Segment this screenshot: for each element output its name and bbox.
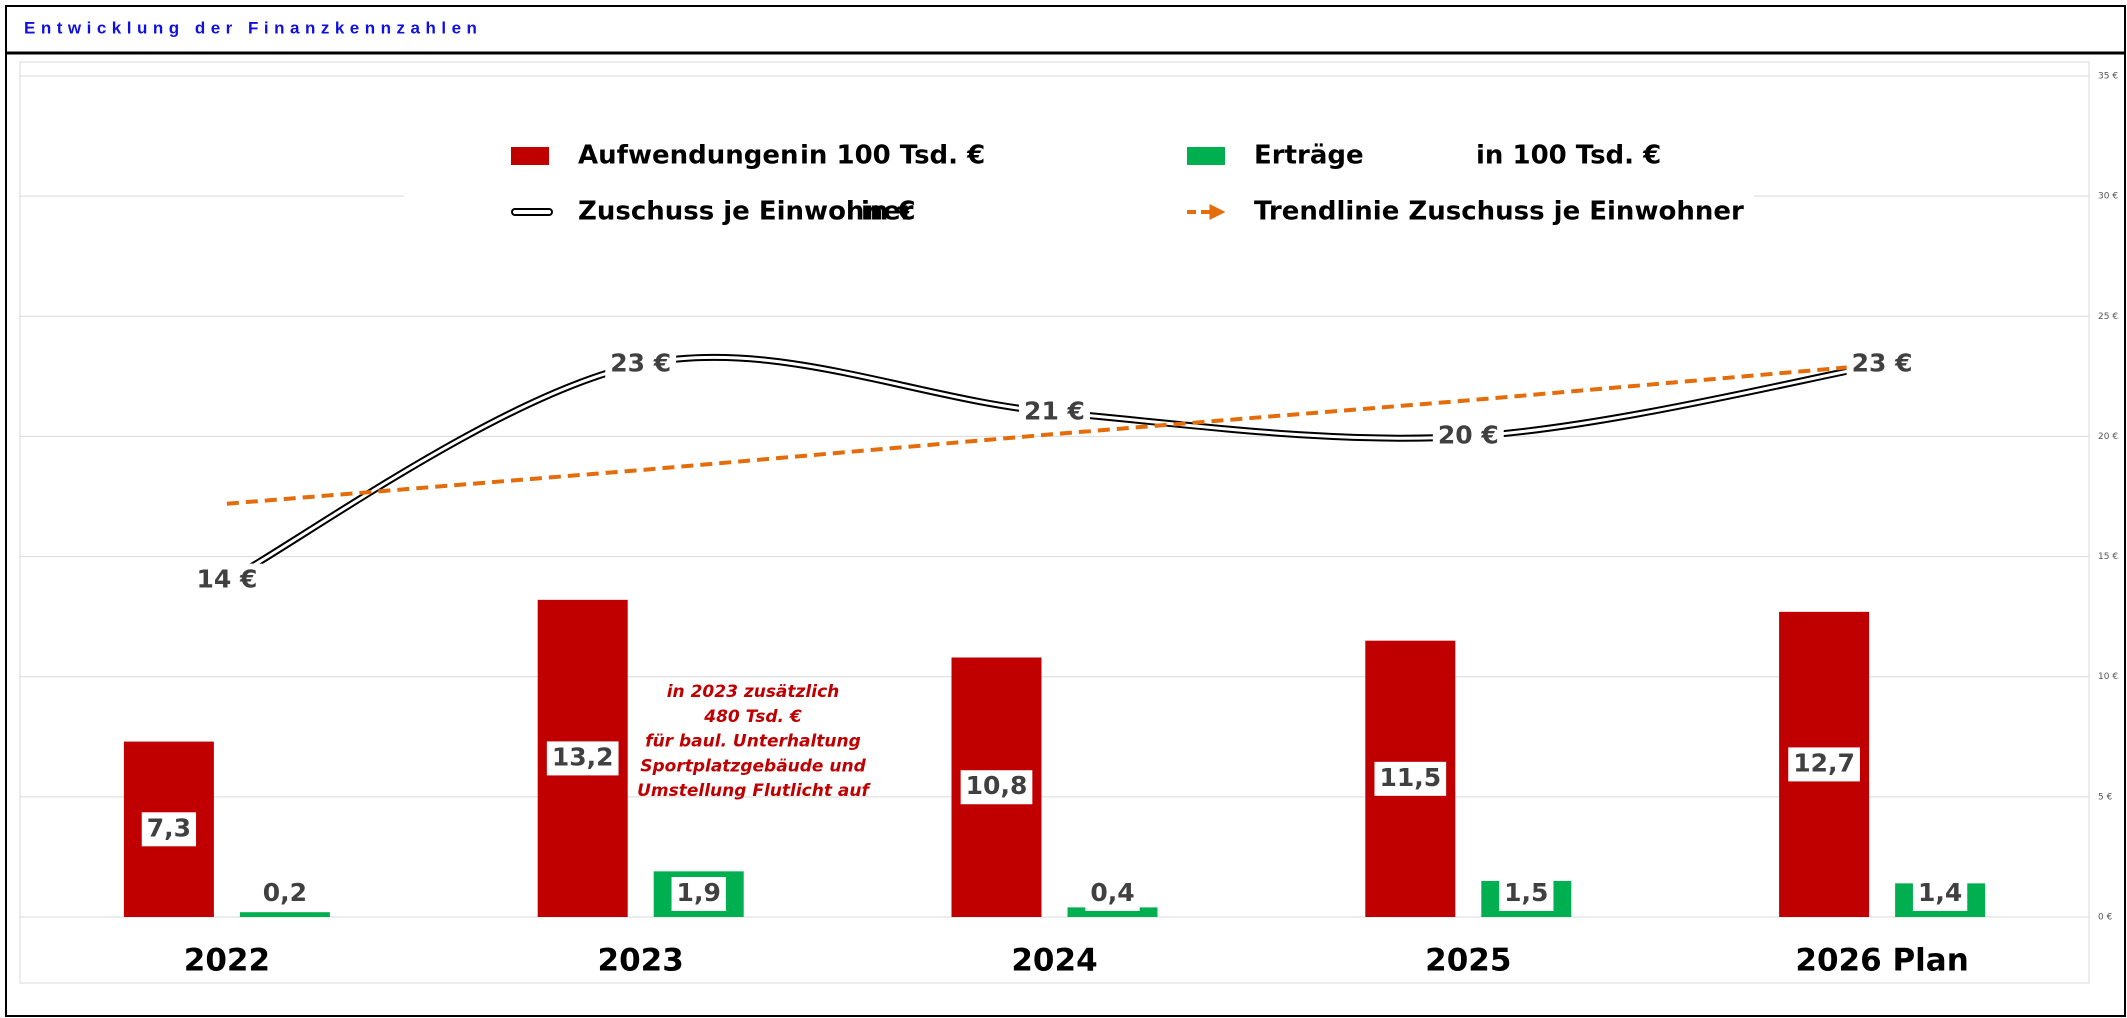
- legend-label: Aufwendungen: [578, 141, 799, 171]
- x-tick-label: 2026 Plan: [1795, 943, 1968, 979]
- x-tick-label: 2023: [598, 943, 684, 979]
- y-tick-label: 10 €: [2098, 672, 2118, 682]
- y-tick-label: 5 €: [2098, 792, 2113, 802]
- data-label-group: 20 €: [1432, 419, 1504, 454]
- data-label: 0,2: [263, 878, 307, 907]
- data-label-group: 11,5: [1374, 761, 1447, 796]
- legend-unit: in €: [861, 197, 916, 227]
- bar: [1067, 907, 1158, 917]
- data-label-bg: [605, 347, 677, 382]
- annotation: Umstellung Flutlicht auf: [637, 781, 871, 801]
- data-label: 1,9: [677, 878, 721, 907]
- x-tick-label: 2024: [1011, 943, 1097, 979]
- bar: [239, 912, 330, 917]
- annotation: Sportplatzgebäude und: [640, 756, 866, 776]
- data-label-group: 14 €: [191, 563, 263, 598]
- data-label-group: 7,3: [141, 812, 197, 847]
- data-label-bg: [1846, 347, 1918, 382]
- data-label-group: 21 €: [1019, 395, 1090, 430]
- data-label-bg: [1085, 877, 1140, 911]
- y-tick-label: 25 €: [2098, 312, 2118, 322]
- data-label: 0,4: [1090, 878, 1134, 907]
- data-label-bg: [960, 770, 1033, 805]
- data-label: 21 €: [1024, 396, 1085, 425]
- legend-label: Trendlinie Zuschuss je Einwohner: [1254, 197, 1744, 227]
- trend-line: [226, 357, 1889, 506]
- y-tick-label: 15 €: [2098, 552, 2118, 562]
- data-label-group: 1,4: [1912, 877, 1968, 911]
- y-tick-label: 30 €: [2098, 192, 2118, 202]
- legend-label: Erträge: [1254, 141, 1364, 171]
- data-label-group: 13,2: [546, 741, 619, 776]
- y-tick-label: 35 €: [2098, 72, 2118, 82]
- data-label-group: 1,9: [671, 877, 726, 911]
- data-label: 23 €: [1852, 348, 1913, 377]
- data-label: 11,5: [1379, 763, 1441, 792]
- header-title: Entwicklung der Finanzkennzahlen: [24, 18, 482, 37]
- data-label: 13,2: [552, 742, 614, 771]
- data-label: 12,7: [1793, 748, 1855, 777]
- data-label-bg: [1788, 747, 1860, 782]
- data-label-group: 0,4: [1085, 877, 1140, 911]
- legend-unit: in 100 Tsd. €: [800, 141, 985, 171]
- annotation: in 2023 zusätzlich: [667, 682, 840, 702]
- data-label-bg: [1374, 761, 1447, 796]
- data-label: 1,5: [1504, 878, 1548, 907]
- data-label-bg: [1912, 877, 1968, 911]
- legend-box: [404, 100, 1754, 246]
- data-label: 14 €: [196, 565, 257, 594]
- data-label-group: 12,7: [1788, 747, 1860, 782]
- data-label-group: 10,8: [960, 770, 1033, 805]
- y-tick-label: 20 €: [2098, 432, 2118, 442]
- data-label: 23 €: [610, 348, 671, 377]
- data-label: 7,3: [147, 813, 191, 842]
- annotation: für baul. Unterhaltung: [645, 732, 861, 752]
- data-label-bg: [257, 877, 313, 911]
- annotation: 480 Tsd. €: [703, 707, 802, 727]
- data-label-bg: [141, 812, 197, 847]
- data-label-group: 23 €: [1846, 347, 1918, 382]
- data-label-group: 23 €: [605, 347, 677, 382]
- data-label-bg: [1432, 419, 1504, 454]
- data-label: 10,8: [966, 771, 1028, 800]
- legend-label: Zuschuss je Einwohner: [578, 197, 914, 227]
- x-tick-label: 2022: [184, 943, 270, 979]
- data-label-bg: [191, 563, 263, 598]
- x-tick-label: 2025: [1425, 943, 1511, 979]
- data-label-group: 0,2: [257, 877, 313, 911]
- y-tick-label: 0 €: [2098, 913, 2113, 923]
- legend-swatch: [1187, 147, 1225, 165]
- data-label: 20 €: [1438, 420, 1499, 449]
- data-label-bg: [671, 877, 726, 911]
- data-label-group: 1,5: [1499, 877, 1554, 911]
- plot-area: [19, 61, 2090, 984]
- data-label-bg: [1499, 877, 1554, 911]
- legend-unit: in 100 Tsd. €: [1476, 141, 1661, 171]
- data-label: 1,4: [1918, 878, 1962, 907]
- data-label-bg: [1019, 395, 1090, 430]
- data-label-bg: [546, 741, 619, 776]
- legend-swatch: [511, 147, 549, 165]
